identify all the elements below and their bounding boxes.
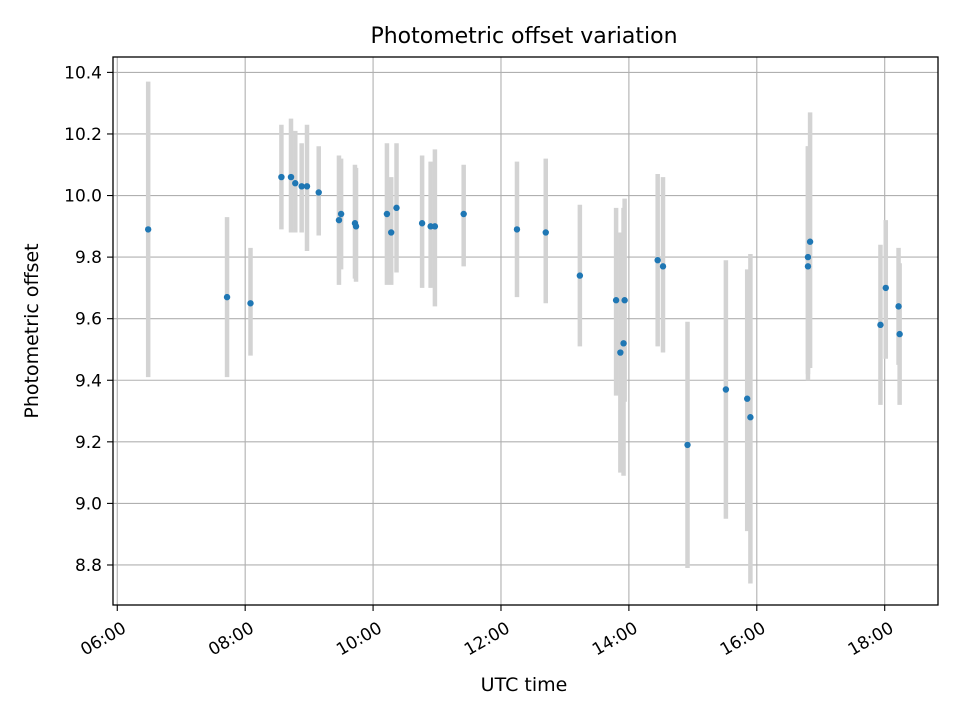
- data-point: [621, 297, 628, 304]
- data-points: [144, 173, 903, 449]
- y-tick-label: 10.4: [64, 63, 102, 83]
- data-point: [684, 441, 691, 449]
- data-point: [744, 395, 751, 402]
- data-point: [387, 229, 395, 236]
- y-tick-label: 9.4: [75, 371, 102, 391]
- data-point: [460, 210, 467, 218]
- data-point: [298, 183, 305, 190]
- y-axis-ticks: 8.8 9.0 9.2 9.4 9.6 9.8 10.0 10.2 10.4: [64, 63, 113, 576]
- chart-title: Photometric offset variation: [370, 24, 677, 49]
- data-point: [292, 180, 299, 187]
- data-point: [431, 223, 439, 230]
- data-point: [144, 226, 152, 233]
- data-point: [513, 226, 521, 233]
- y-tick-label: 10.2: [64, 125, 102, 145]
- data-point: [287, 173, 295, 181]
- y-axis-label: Photometric offset: [21, 243, 43, 418]
- data-point: [335, 216, 343, 224]
- data-point: [896, 330, 903, 338]
- data-point: [393, 204, 400, 212]
- data-point: [722, 386, 730, 393]
- y-tick-label: 10.0: [64, 187, 102, 207]
- data-point: [278, 173, 285, 181]
- plot-frame: [112, 56, 939, 606]
- data-point: [617, 349, 624, 356]
- data-point: [804, 263, 812, 270]
- data-point: [659, 263, 667, 270]
- data-point: [882, 284, 889, 292]
- data-point: [877, 321, 884, 329]
- data-point: [337, 210, 345, 218]
- x-axis-label: UTC time: [481, 674, 568, 696]
- data-point: [418, 220, 426, 227]
- y-tick-label: 8.8: [75, 556, 102, 576]
- data-point: [654, 256, 661, 264]
- data-point: [620, 340, 627, 347]
- data-point: [247, 300, 254, 307]
- y-tick-label: 9.8: [75, 248, 102, 268]
- data-point: [747, 414, 754, 421]
- data-point: [806, 238, 814, 245]
- y-tick-label: 9.6: [75, 310, 102, 330]
- y-tick-label: 9.2: [75, 433, 102, 453]
- data-point: [804, 253, 812, 261]
- data-point: [315, 189, 322, 196]
- y-tick-label: 9.0: [75, 494, 102, 514]
- data-point: [223, 293, 231, 301]
- data-point: [895, 303, 902, 310]
- data-point: [576, 272, 584, 279]
- data-point: [383, 210, 391, 218]
- data-point: [542, 229, 549, 236]
- data-point: [352, 223, 360, 230]
- data-point: [612, 297, 620, 304]
- data-point: [303, 183, 311, 190]
